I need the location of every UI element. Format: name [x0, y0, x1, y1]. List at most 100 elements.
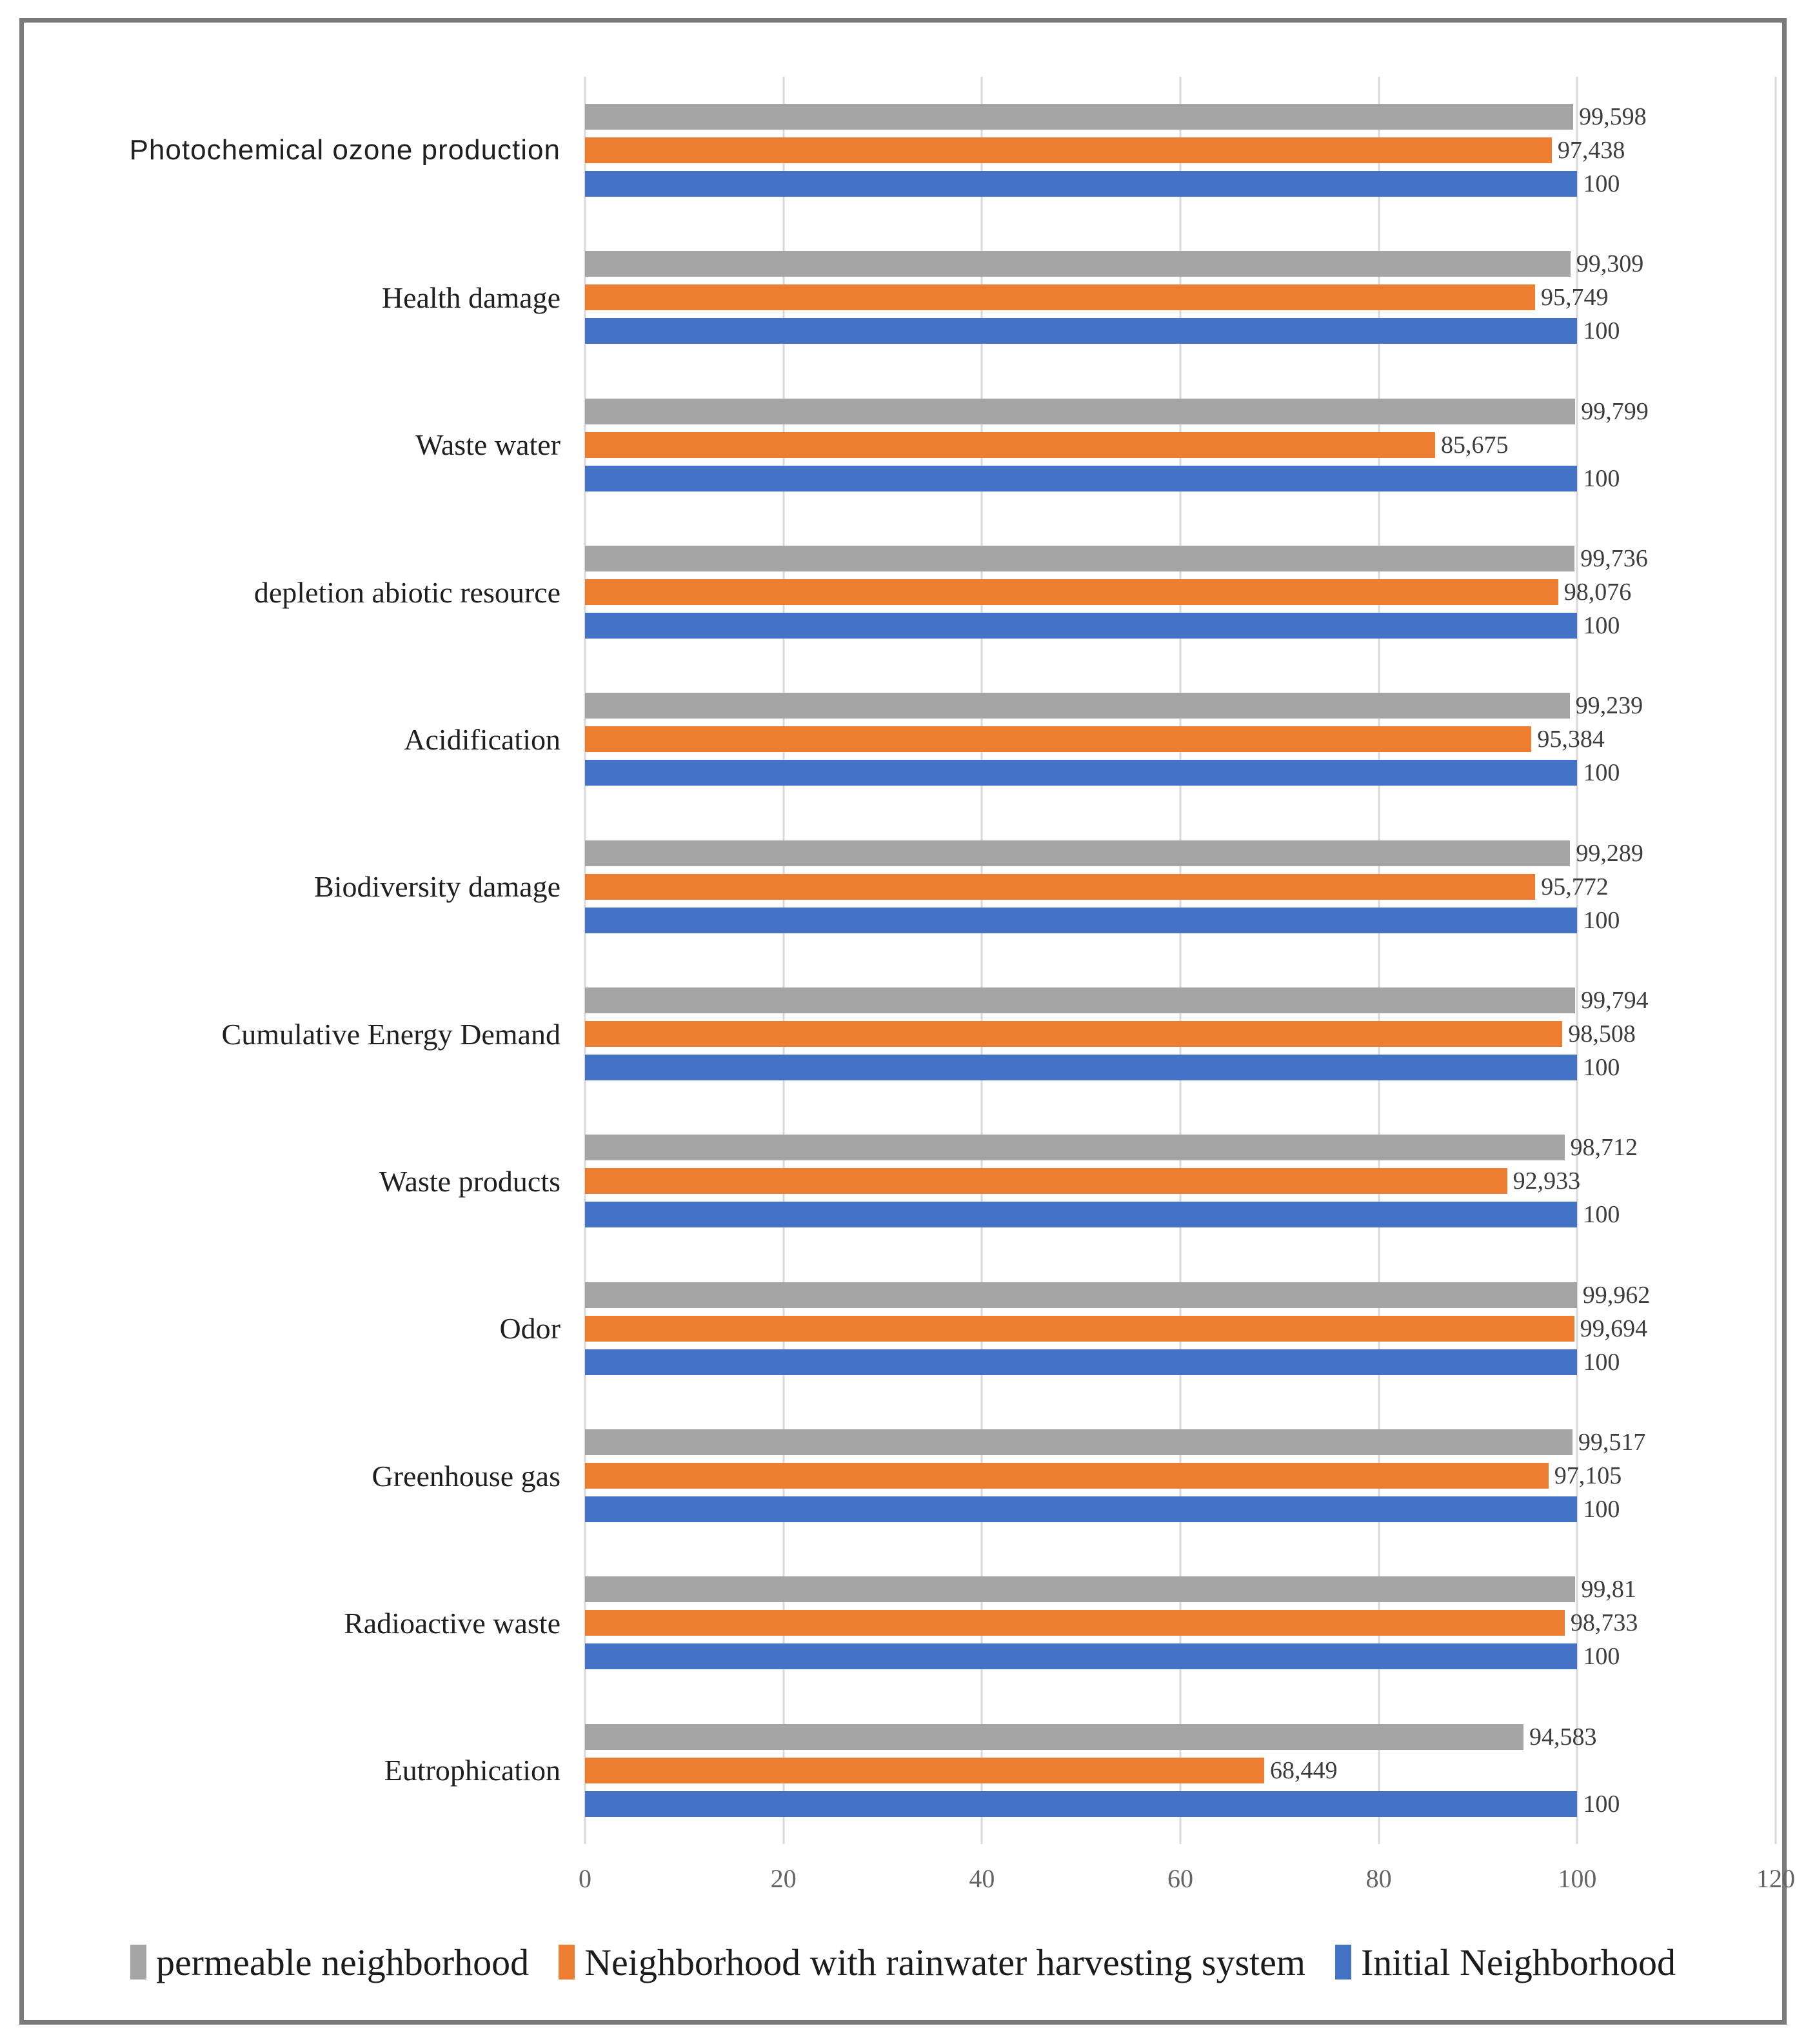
- category-row: Greenhouse gas 99,517 97,105 100: [24, 1402, 1776, 1549]
- value-label: 99,81: [1581, 1576, 1636, 1603]
- bar-line: 100: [585, 760, 1776, 786]
- value-label: 68,449: [1269, 1756, 1338, 1784]
- bar-group: 99,962 99,694 100: [585, 1255, 1776, 1402]
- value-label: 95,772: [1541, 873, 1609, 900]
- bar-line: 100: [585, 1201, 1776, 1229]
- category-label: Health damage: [381, 281, 561, 314]
- value-label: 99,962: [1582, 1281, 1651, 1309]
- x-tick-label: 20: [770, 1864, 797, 1893]
- bar-line: 99,289: [585, 840, 1776, 866]
- legend-label: permeable neighborhood: [155, 1941, 530, 1983]
- value-label: 99,794: [1581, 987, 1649, 1015]
- value-label: 95,749: [1540, 284, 1609, 312]
- category-label: depletion abiotic resource: [253, 575, 561, 609]
- value-label: 99,799: [1581, 397, 1649, 425]
- bar-permeable-neighborhood: [585, 546, 1575, 572]
- bar-line: 99,694: [585, 1315, 1776, 1342]
- plot-area: Photochemical ozone production 99,598 97,4…: [24, 77, 1776, 1844]
- bar-line: 85,675: [585, 432, 1776, 458]
- category-row: Health damage 99,309 95,749 100: [24, 224, 1776, 371]
- bar-permeable-neighborhood: [585, 1576, 1576, 1603]
- value-label: 100: [1583, 759, 1620, 787]
- category-label: Photochemical ozone production: [129, 134, 561, 166]
- bar-line: 99,962: [585, 1282, 1776, 1308]
- bar-initial-neighborhood: [585, 1643, 1578, 1670]
- bar-group: 99,239 95,384 100: [585, 666, 1776, 813]
- bar-permeable-neighborhood: [585, 1723, 1523, 1750]
- legend-item-neighborhood-with-rainwater-harvesting-system: Neighborhood with rainwater harvesting s…: [559, 1941, 1305, 1984]
- bar-line: 97,438: [585, 137, 1776, 164]
- category-label: Waste water: [415, 428, 561, 462]
- bar-line: 97,105: [585, 1463, 1776, 1489]
- value-label: 97,438: [1557, 137, 1625, 164]
- category-row: Eutrophication 94,583 68,449 100: [24, 1697, 1776, 1844]
- bar-initial-neighborhood: [585, 1349, 1578, 1375]
- bar-line: 68,449: [585, 1756, 1776, 1784]
- bar-group: 99,736 98,076 100: [585, 519, 1776, 666]
- value-label: 98,733: [1570, 1609, 1638, 1637]
- value-label: 98,712: [1570, 1134, 1638, 1162]
- bar-group: 99,799 85,675 100: [585, 372, 1776, 519]
- bar-line: 99,799: [585, 397, 1776, 425]
- legend-label: Initial Neighborhood: [1360, 1941, 1676, 1983]
- category-row: Waste products 98,712 92,933 100: [24, 1107, 1776, 1255]
- x-tick-label: 60: [1167, 1864, 1193, 1893]
- legend-swatch-icon: [559, 1945, 575, 1980]
- bar-initial-neighborhood: [585, 465, 1578, 491]
- value-label: 100: [1583, 170, 1620, 198]
- bar-group: 99,81 98,733 100: [585, 1549, 1776, 1696]
- x-axis: 0 20 40 60 80 100 120: [579, 1852, 1795, 1903]
- bar-line: 99,239: [585, 693, 1776, 719]
- bar-line: 95,772: [585, 873, 1776, 900]
- bar-group: 99,794 98,508 100: [585, 960, 1776, 1107]
- bar-line: 99,598: [585, 104, 1776, 130]
- bar-permeable-neighborhood: [585, 251, 1571, 277]
- category-row: Radioactive waste 99,81 98,733 100: [24, 1549, 1776, 1696]
- bar-line: 100: [585, 171, 1776, 197]
- bar-line: 99,736: [585, 546, 1776, 572]
- bar-initial-neighborhood: [585, 318, 1578, 344]
- bar-group: 99,517 97,105 100: [585, 1402, 1776, 1549]
- bar-permeable-neighborhood: [585, 1429, 1573, 1456]
- bar-permeable-neighborhood: [585, 1282, 1577, 1308]
- value-label: 98,076: [1563, 579, 1632, 606]
- value-label: 95,384: [1537, 726, 1605, 753]
- category-row: Cumulative Energy Demand 99,794 98,508 100: [24, 960, 1776, 1107]
- outer-frame: Photochemical ozone production 99,598 97,4…: [19, 18, 1795, 2025]
- bar-group: 99,598 97,438 100: [585, 77, 1776, 224]
- bar-line: 95,749: [585, 284, 1776, 312]
- bar-group: 98,712 92,933 100: [585, 1107, 1776, 1255]
- bar-line: 100: [585, 613, 1776, 639]
- grouped-bar-chart: Photochemical ozone production 99,598 97,4…: [24, 23, 1795, 2020]
- bar-permeable-neighborhood: [585, 987, 1576, 1014]
- value-label: 100: [1583, 1790, 1620, 1818]
- value-label: 99,289: [1576, 839, 1643, 867]
- category-label: Odor: [499, 1312, 561, 1345]
- bar-line: 98,733: [585, 1610, 1776, 1636]
- legend-item-initial-neighborhood: Initial Neighborhood: [1335, 1941, 1676, 1984]
- category-label: Acidification: [404, 722, 561, 756]
- value-label: 97,105: [1554, 1462, 1622, 1490]
- category-row: Biodiversity damage 99,289 95,772 100: [24, 813, 1776, 960]
- category-label: Eutrophication: [384, 1754, 561, 1787]
- bar-line: 98,508: [585, 1021, 1776, 1047]
- value-label: 100: [1583, 1643, 1620, 1671]
- category-label: Greenhouse gas: [372, 1459, 561, 1493]
- x-tick-label: 100: [1558, 1864, 1597, 1893]
- bar-line: 99,794: [585, 987, 1776, 1015]
- bar-initial-neighborhood: [585, 760, 1578, 786]
- legend: permeable neighborhood Neighborhood with …: [37, 1927, 1769, 1998]
- bar-initial-neighborhood: [585, 1202, 1578, 1228]
- x-tick-label: 40: [969, 1864, 995, 1893]
- value-label: 99,598: [1579, 103, 1647, 131]
- category-label: Cumulative Energy Demand: [221, 1017, 561, 1051]
- bar-permeable-neighborhood: [585, 398, 1576, 424]
- bar-neighborhood-with-rainwater-harvesting-system: [585, 1610, 1565, 1636]
- legend-swatch-icon: [130, 1945, 146, 1980]
- bar-neighborhood-with-rainwater-harvesting-system: [585, 579, 1558, 606]
- value-label: 92,933: [1513, 1167, 1581, 1195]
- bar-line: 98,712: [585, 1134, 1776, 1162]
- bar-line: 100: [585, 1643, 1776, 1671]
- value-label: 100: [1583, 1201, 1620, 1229]
